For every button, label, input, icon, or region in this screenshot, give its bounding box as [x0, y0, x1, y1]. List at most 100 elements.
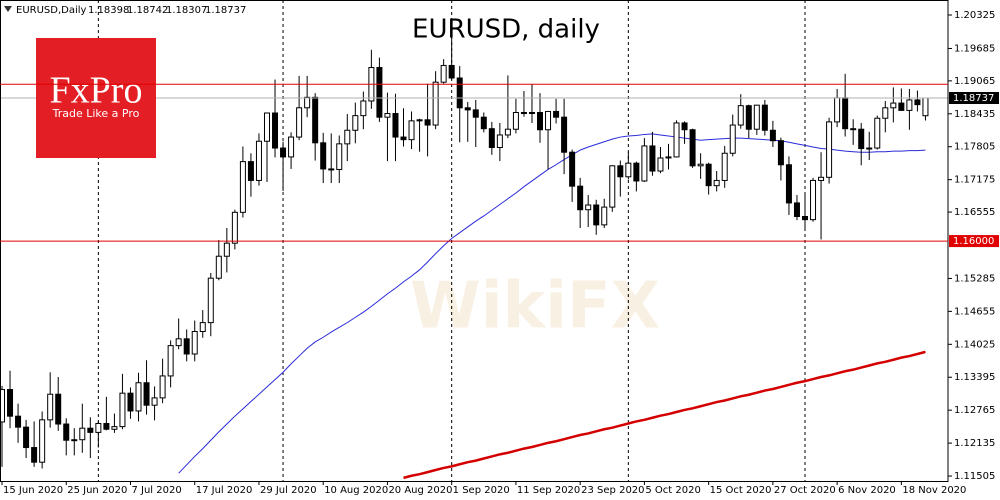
candle-body — [882, 107, 889, 119]
candle-body — [609, 165, 616, 208]
candle-body — [673, 122, 680, 158]
candle-body — [71, 439, 78, 442]
candle-body — [167, 345, 174, 377]
candle-body — [681, 122, 688, 131]
candle-body — [464, 107, 471, 111]
x-tick-label: 11 Sep 2020 — [517, 485, 580, 496]
candle-body — [336, 143, 343, 170]
candle-body — [785, 164, 792, 204]
level-label-box — [949, 235, 999, 248]
candle-body — [769, 129, 776, 142]
candle-body — [713, 179, 720, 187]
x-tick-label: 15 Oct 2020 — [710, 485, 772, 496]
candle-body — [304, 96, 311, 109]
candle-body — [63, 423, 70, 441]
x-tick-label: 10 Aug 2020 — [324, 485, 388, 496]
candle-body — [818, 176, 825, 181]
candle-body — [448, 64, 455, 79]
header-high: 1.18742 — [127, 5, 168, 16]
candle-body — [408, 120, 415, 141]
candle-body — [360, 100, 367, 117]
candle-body — [320, 142, 327, 170]
candle-body — [143, 382, 150, 406]
candle-body — [866, 147, 873, 150]
candle-body — [328, 168, 335, 171]
candle-body — [545, 110, 552, 131]
candle-body — [247, 161, 254, 181]
x-tick-label: 17 Jul 2020 — [196, 485, 253, 496]
watermark: WikiFX — [410, 270, 660, 344]
candle-body — [569, 151, 576, 187]
candle-body — [135, 382, 142, 412]
candle-body — [87, 427, 94, 433]
candle-body — [496, 134, 503, 149]
candle-body — [721, 152, 728, 181]
candle-body — [392, 113, 399, 138]
candle-body — [601, 206, 608, 226]
candle-body — [472, 109, 479, 118]
symbol-icon — [4, 6, 12, 12]
candle-body — [207, 277, 214, 324]
x-tick-label: 1 Sep 2020 — [453, 485, 510, 496]
candle-body — [753, 104, 760, 130]
candle-body — [914, 99, 921, 106]
candle-body — [23, 426, 30, 449]
candle-body — [47, 393, 54, 421]
x-tick-label: 25 Jun 2020 — [67, 485, 127, 496]
x-tick-label: 5 Oct 2020 — [645, 485, 700, 496]
candle-body — [705, 163, 712, 187]
candle-body — [280, 147, 287, 158]
y-tick-label: 1.17175 — [954, 175, 995, 186]
candle-body — [858, 128, 865, 150]
header-open: 1.18398 — [88, 5, 129, 16]
candle-body — [416, 119, 423, 122]
candle-body — [512, 111, 519, 130]
candle-body — [111, 426, 118, 430]
candle-body — [376, 67, 383, 118]
y-tick-label: 1.18435 — [954, 109, 995, 120]
candle-body — [802, 216, 808, 221]
candle-body — [344, 129, 351, 145]
candle-body — [504, 128, 511, 136]
header-low: 1.18307 — [166, 5, 207, 16]
candle-body — [183, 338, 190, 355]
level-label: 1.16000 — [953, 236, 994, 247]
candle-body — [641, 145, 648, 182]
candle-body — [215, 255, 222, 279]
candle-body — [231, 211, 238, 244]
ma-line — [178, 133, 926, 474]
candle-body — [400, 136, 407, 141]
x-tick-label: 18 Nov 2020 — [902, 485, 966, 496]
candle-body — [842, 97, 849, 130]
x-tick-label: 20 Aug 2020 — [388, 485, 452, 496]
candle-body — [103, 423, 110, 430]
candle-body — [288, 136, 295, 158]
candle-body — [633, 162, 640, 182]
logo-tagline: Trade Like a Pro — [52, 107, 140, 120]
y-tick-label: 1.14655 — [954, 306, 995, 317]
candle-body — [585, 204, 592, 211]
candle-body — [777, 140, 784, 166]
chart-title: EURUSD, daily — [412, 15, 600, 45]
candle-body — [528, 111, 535, 114]
last-price-box — [949, 92, 999, 105]
candle-body — [127, 392, 134, 412]
candle-body — [520, 111, 527, 114]
candle-body — [79, 427, 86, 441]
candle-body — [906, 99, 913, 111]
candle-body — [689, 129, 696, 167]
candle-body — [175, 338, 182, 347]
y-tick-label: 1.20325 — [954, 10, 995, 21]
x-tick-label: 23 Sep 2020 — [581, 485, 644, 496]
candle-body — [239, 161, 246, 213]
candle-body — [39, 419, 46, 463]
y-tick-label: 1.15285 — [954, 273, 995, 284]
header-close: 1.18737 — [205, 5, 246, 16]
y-tick-label: 1.13395 — [954, 372, 995, 383]
candle-body — [352, 115, 359, 131]
candle-body — [432, 81, 439, 126]
last-price-label: 1.18737 — [953, 93, 994, 104]
candle-body — [922, 97, 929, 117]
x-tick-label: 27 Oct 2020 — [774, 485, 836, 496]
